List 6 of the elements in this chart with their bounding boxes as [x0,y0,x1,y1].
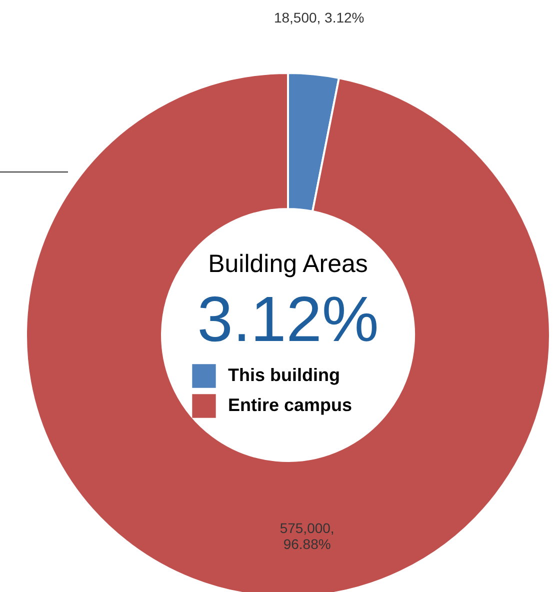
legend-label: Entire campus [228,395,352,415]
legend-label: This building [228,365,340,385]
text: 3.12% [197,283,379,355]
text: Building Areas [208,250,368,278]
data-label: 18,500, 3.12% [274,10,364,26]
data-label: 575,000, 96.88% [280,520,334,552]
